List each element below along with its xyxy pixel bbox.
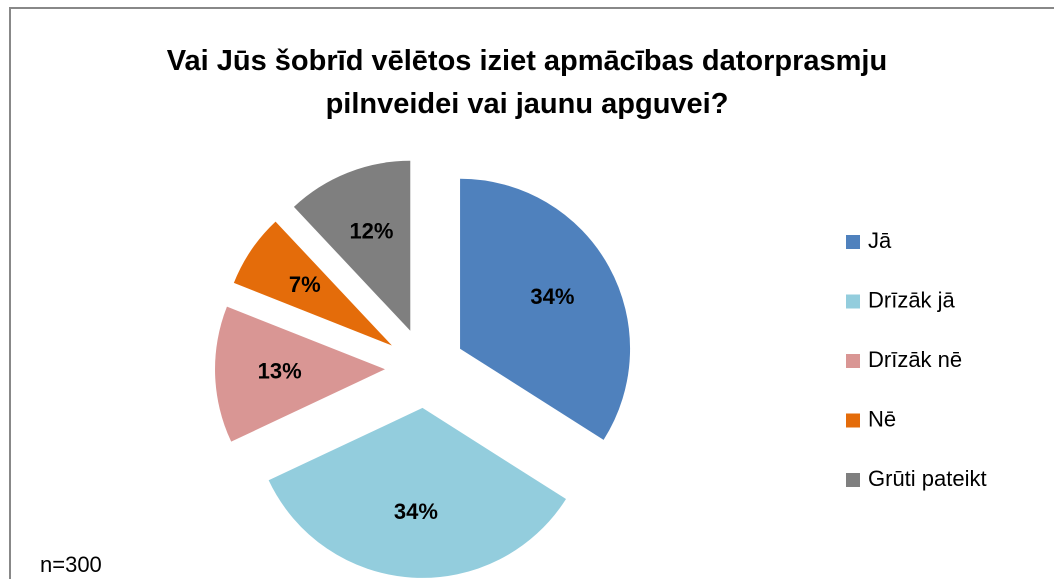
- pie-slice: [268, 407, 567, 578]
- legend-label: Grūti pateikt: [868, 466, 987, 491]
- data-label: 34%: [394, 499, 438, 524]
- legend-swatch: [846, 354, 860, 368]
- legend-label: Nē: [868, 406, 896, 431]
- data-label: 34%: [530, 284, 574, 309]
- pie-slice: [460, 178, 631, 440]
- data-label: 7%: [289, 272, 321, 297]
- legend-swatch: [846, 413, 860, 428]
- legend-label: Drīzāk nē: [868, 347, 962, 372]
- pie-slice: [293, 160, 411, 331]
- legend-label: Drīzāk jā: [868, 287, 956, 312]
- legend-swatch: [846, 473, 860, 487]
- legend-label: Jā: [868, 228, 892, 253]
- sample-size-note: n=300: [40, 552, 102, 577]
- legend-swatch: [846, 235, 860, 249]
- pie-slice: [215, 306, 386, 442]
- pie-slice: [233, 221, 392, 346]
- chart-title: Vai Jūs šobrīd vēlētos iziet apmācības d…: [166, 45, 888, 120]
- data-label: 13%: [258, 358, 302, 383]
- data-label: 12%: [349, 219, 393, 244]
- legend-swatch: [846, 294, 860, 309]
